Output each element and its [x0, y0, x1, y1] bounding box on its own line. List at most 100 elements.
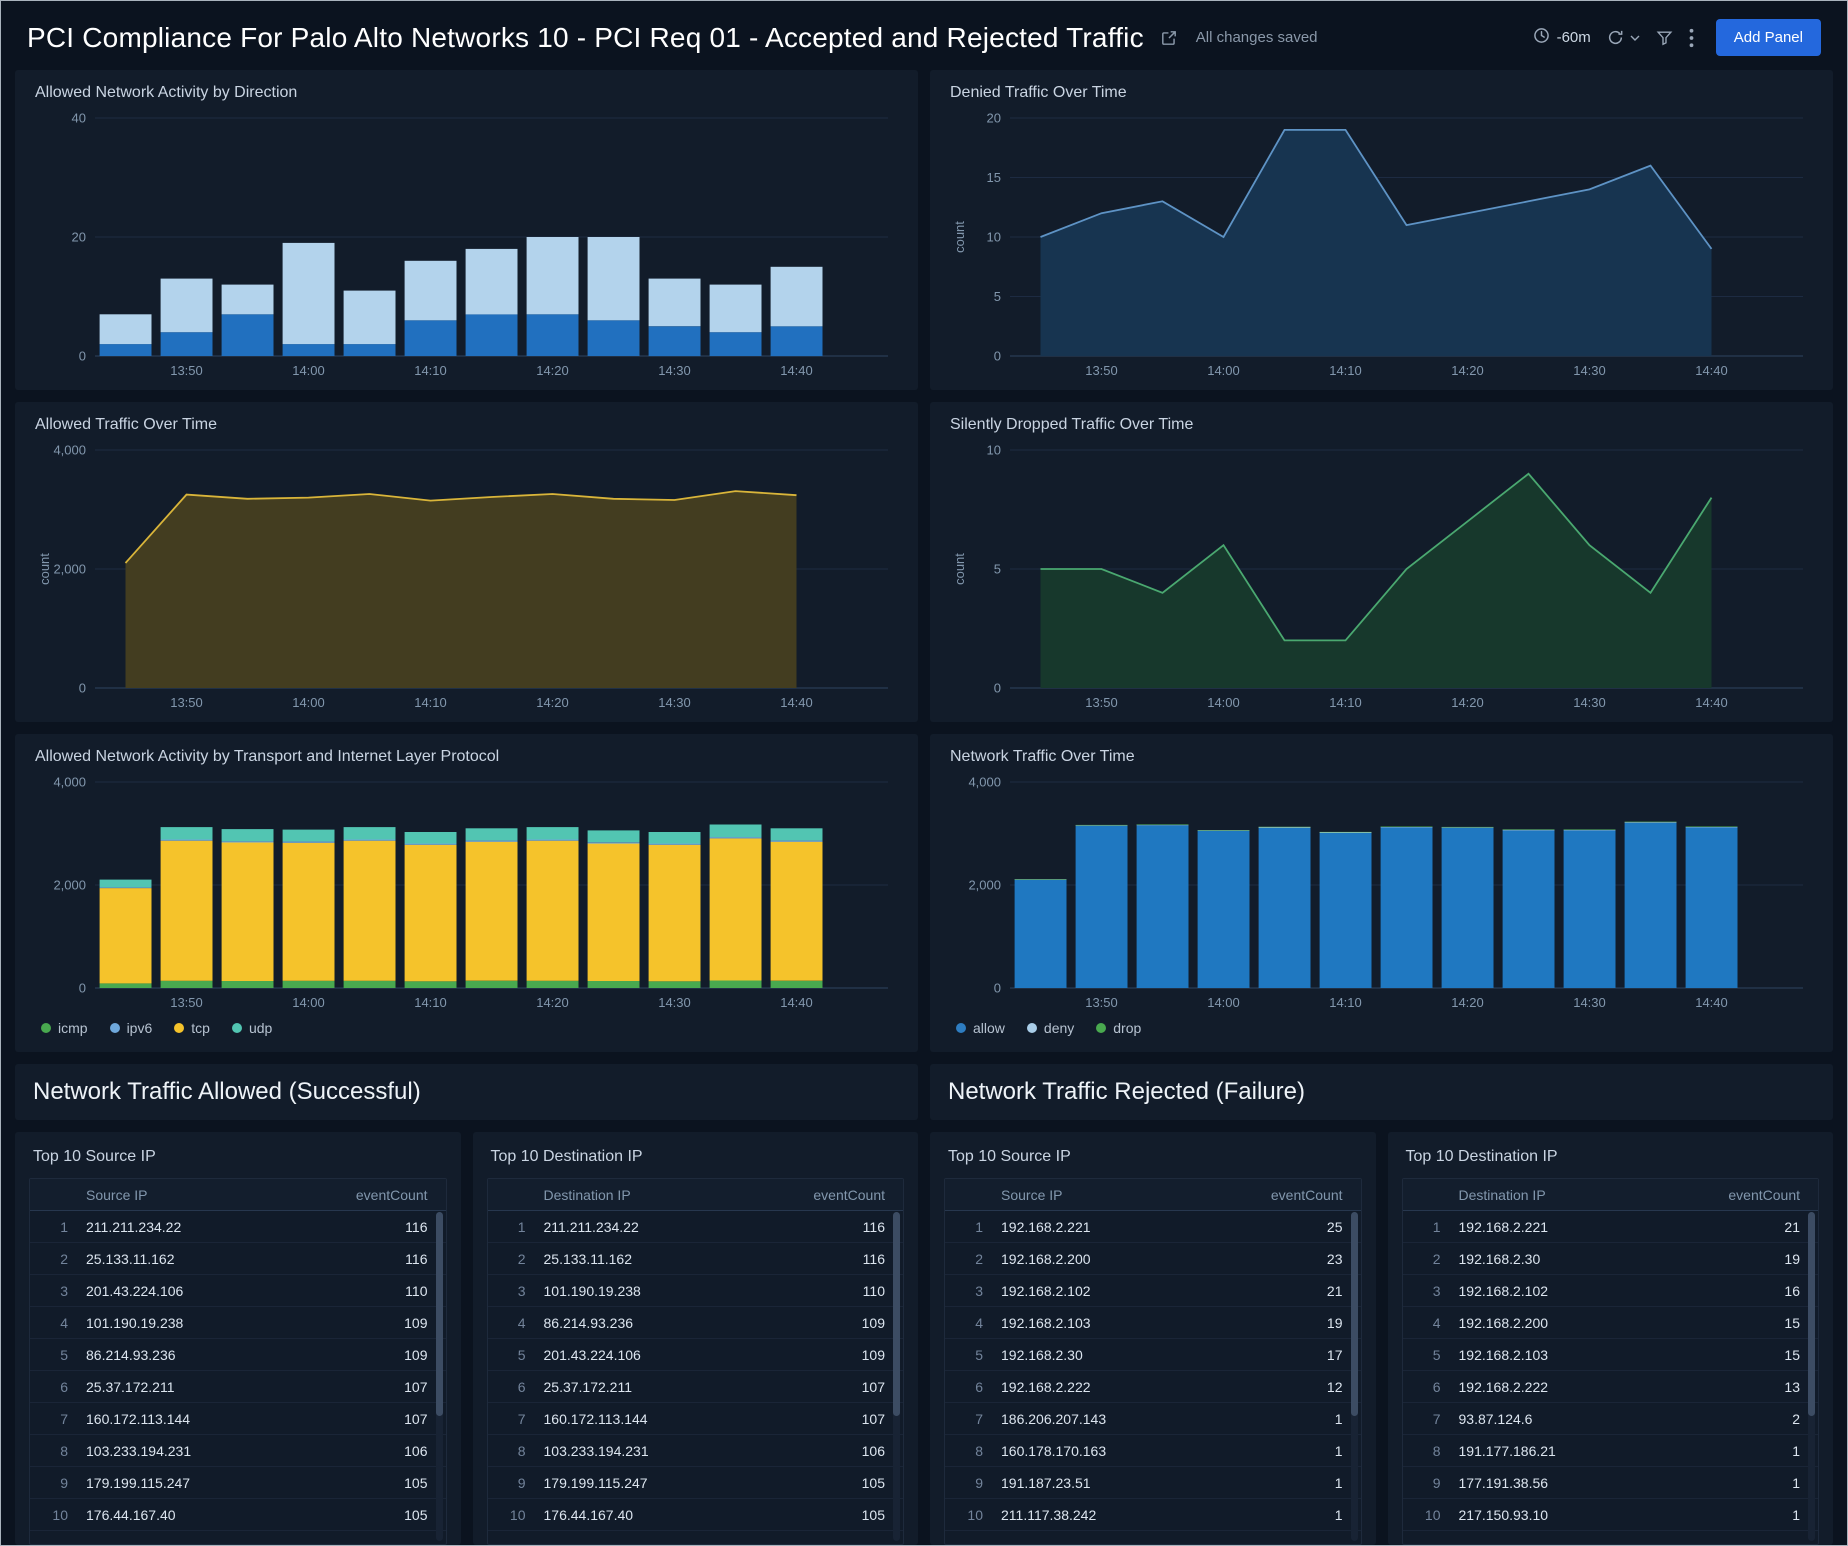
row-ip: 103.233.194.231	[543, 1442, 649, 1459]
chart-allowed-over-time[interactable]: 0 2,000 4,000 13:50 14:00 14:10 14:20 14:30 14:4…	[35, 442, 898, 714]
table-row[interactable]: 10 211.117.38.242 1	[945, 1499, 1361, 1531]
table-row[interactable]: 7 186.206.207.143 1	[945, 1403, 1361, 1435]
table-scrollbar[interactable]	[435, 1212, 443, 1541]
scrollbar-thumb[interactable]	[1350, 1212, 1358, 1416]
table-row[interactable]: 2 192.168.2.200 23	[945, 1243, 1361, 1275]
table-row[interactable]: 9 177.191.38.56 1	[1402, 1467, 1818, 1499]
chart-transport-protocol[interactable]: 0 2,000 4,000 13:50 14:00 14:10 14:20 14:30 14:4…	[35, 774, 898, 1014]
time-range-control[interactable]: -60m	[1533, 27, 1591, 48]
table-row[interactable]: 4 86.214.93.236 109	[487, 1307, 903, 1339]
column-header-count: eventCount	[1270, 1186, 1343, 1203]
table-row[interactable]: 8 103.233.194.231 106	[487, 1435, 903, 1467]
table-row[interactable]: 7 93.87.124.6 2	[1402, 1403, 1818, 1435]
table-scrollbar[interactable]	[1808, 1212, 1815, 1541]
scrollbar-thumb[interactable]	[1808, 1212, 1815, 1416]
svg-text:14:20: 14:20	[536, 363, 569, 378]
table-row[interactable]: 3 192.168.2.102 16	[1402, 1275, 1818, 1307]
kebab-menu[interactable]	[1689, 28, 1694, 48]
table-row[interactable]: 3 201.43.224.106 110	[30, 1275, 446, 1307]
table-header: Destination IP eventCount	[487, 1179, 903, 1211]
legend-item-udp[interactable]: udp	[231, 1020, 272, 1036]
table-row[interactable]: 4 101.190.19.238 109	[30, 1307, 446, 1339]
table-row[interactable]: 8 103.233.194.231 106	[30, 1435, 446, 1467]
share-icon[interactable]	[1160, 29, 1178, 47]
table-row[interactable]: 7 160.172.113.144 107	[30, 1403, 446, 1435]
table-row[interactable]: 1 211.211.234.22 116	[30, 1211, 446, 1243]
table-row[interactable]: 5 192.168.2.103 15	[1402, 1339, 1818, 1371]
table-row[interactable]: 4 192.168.2.103 19	[945, 1307, 1361, 1339]
legend-dot	[1096, 1023, 1107, 1033]
legend-item-icmp[interactable]: icmp	[41, 1020, 88, 1036]
row-rank: 5	[1432, 1346, 1441, 1363]
table-row[interactable]: 9 179.199.115.247 105	[487, 1467, 903, 1499]
table-row[interactable]: 8 191.177.186.21 1	[1402, 1435, 1818, 1467]
table-row[interactable]: 7 160.172.113.144 107	[487, 1403, 903, 1435]
legend-item-deny[interactable]: deny	[1026, 1020, 1074, 1036]
svg-text:5: 5	[994, 562, 1001, 577]
svg-text:10: 10	[987, 230, 1001, 245]
refresh-button[interactable]	[1607, 29, 1640, 46]
scrollbar-thumb[interactable]	[893, 1212, 900, 1416]
legend-item-drop[interactable]: drop	[1096, 1020, 1141, 1036]
svg-text:2,000: 2,000	[968, 878, 1001, 893]
table-row[interactable]: 6 25.37.172.211 107	[30, 1371, 446, 1403]
filter-button[interactable]	[1656, 29, 1673, 46]
table-row[interactable]: 5 192.168.2.30 17	[945, 1339, 1361, 1371]
row-rank: 7	[517, 1410, 526, 1427]
chart-allowed-by-direction[interactable]: 0 20 40 13:50 14:00 14:10 14:20 14:30 14:40	[35, 110, 898, 382]
chart-silently-dropped[interactable]: 0 5 10 13:50 14:00 14:10 14:20 14:30 14:40 count	[950, 442, 1813, 714]
table-scrollbar[interactable]	[893, 1212, 900, 1541]
svg-text:count: count	[37, 553, 52, 585]
table-row[interactable]: 6 25.37.172.211 107	[487, 1371, 903, 1403]
column-header-count: eventCount	[1728, 1186, 1800, 1203]
row-ip: 93.87.124.6	[1458, 1410, 1533, 1427]
table-row[interactable]: 3 101.190.19.238 110	[487, 1275, 903, 1307]
row-ip: 101.190.19.238	[86, 1314, 184, 1331]
row-count: 1	[1334, 1474, 1343, 1491]
table-row[interactable]: 9 179.199.115.247 105	[30, 1467, 446, 1499]
row-rank: 8	[60, 1442, 68, 1459]
legend-item-tcp[interactable]: tcp	[174, 1020, 210, 1036]
table-row[interactable]: 1 192.168.2.221 21	[1402, 1211, 1818, 1243]
svg-text:2,000: 2,000	[53, 562, 86, 577]
row-count: 110	[405, 1282, 428, 1299]
legend-item-ipv6[interactable]: ipv6	[109, 1020, 152, 1036]
table-row[interactable]: 3 192.168.2.102 21	[945, 1275, 1361, 1307]
legend-item-allow[interactable]: allow	[956, 1020, 1005, 1036]
table-body: 1 211.211.234.22 116 2 25.133.11.162 116 3 101.…	[487, 1211, 903, 1531]
scrollbar-thumb[interactable]	[435, 1212, 443, 1416]
row-ip: 192.168.2.102	[1001, 1282, 1091, 1299]
panel-network-traffic-over-time: Network Traffic Over Time 0 2,000 4,000 13:…	[930, 734, 1833, 1052]
table-title: Top 10 Destination IP	[490, 1148, 643, 1165]
table-row[interactable]: 5 201.43.224.106 109	[487, 1339, 903, 1371]
rejected-section-header: Network Traffic Rejected (Failure)	[930, 1064, 1833, 1120]
table-row[interactable]: 8 160.178.170.163 1	[945, 1435, 1361, 1467]
add-panel-button[interactable]: Add Panel	[1715, 19, 1821, 56]
table-row[interactable]: 5 86.214.93.236 109	[30, 1339, 446, 1371]
svg-text:14:30: 14:30	[1573, 695, 1606, 710]
row-count: 1	[1792, 1474, 1800, 1491]
row-rank: 6	[1432, 1378, 1441, 1395]
svg-text:14:30: 14:30	[1573, 363, 1606, 378]
row-count: 13	[1784, 1378, 1800, 1395]
table-row[interactable]: 2 25.133.11.162 116	[487, 1243, 903, 1275]
table-row[interactable]: 10 217.150.93.10 1	[1402, 1499, 1818, 1531]
table-row[interactable]: 10 176.44.167.40 105	[30, 1499, 446, 1531]
table-row[interactable]: 2 25.133.11.162 116	[30, 1243, 446, 1275]
row-ip: 192.168.2.30	[1001, 1346, 1083, 1363]
table-row[interactable]: 1 211.211.234.22 116	[487, 1211, 903, 1243]
table-row[interactable]: 9 191.187.23.51 1	[945, 1467, 1361, 1499]
svg-text:14:40: 14:40	[780, 995, 813, 1010]
table-row[interactable]: 4 192.168.2.200 15	[1402, 1307, 1818, 1339]
table-row[interactable]: 6 192.168.2.222 13	[1402, 1371, 1818, 1403]
chart-network-traffic-over-time[interactable]: 0 2,000 4,000 13:50 14:00 14:10 14:20 14:30 14:4…	[950, 774, 1813, 1014]
row-rank: 2	[60, 1250, 68, 1267]
table-row[interactable]: 10 176.44.167.40 105	[487, 1499, 903, 1531]
table-scrollbar[interactable]	[1350, 1212, 1358, 1541]
table-row[interactable]: 1 192.168.2.221 25	[945, 1211, 1361, 1243]
chart-denied-over-time[interactable]: 0 5 10 15 20 13:50 14:00 14:10 14:20 14:30 14:40 co…	[950, 110, 1813, 382]
table-row[interactable]: 6 192.168.2.222 12	[945, 1371, 1361, 1403]
panel-title: Denied Traffic Over Time	[950, 84, 1127, 101]
allowed-section: Network Traffic Allowed (Successful) Top…	[15, 1064, 918, 1545]
table-row[interactable]: 2 192.168.2.30 19	[1402, 1243, 1818, 1275]
